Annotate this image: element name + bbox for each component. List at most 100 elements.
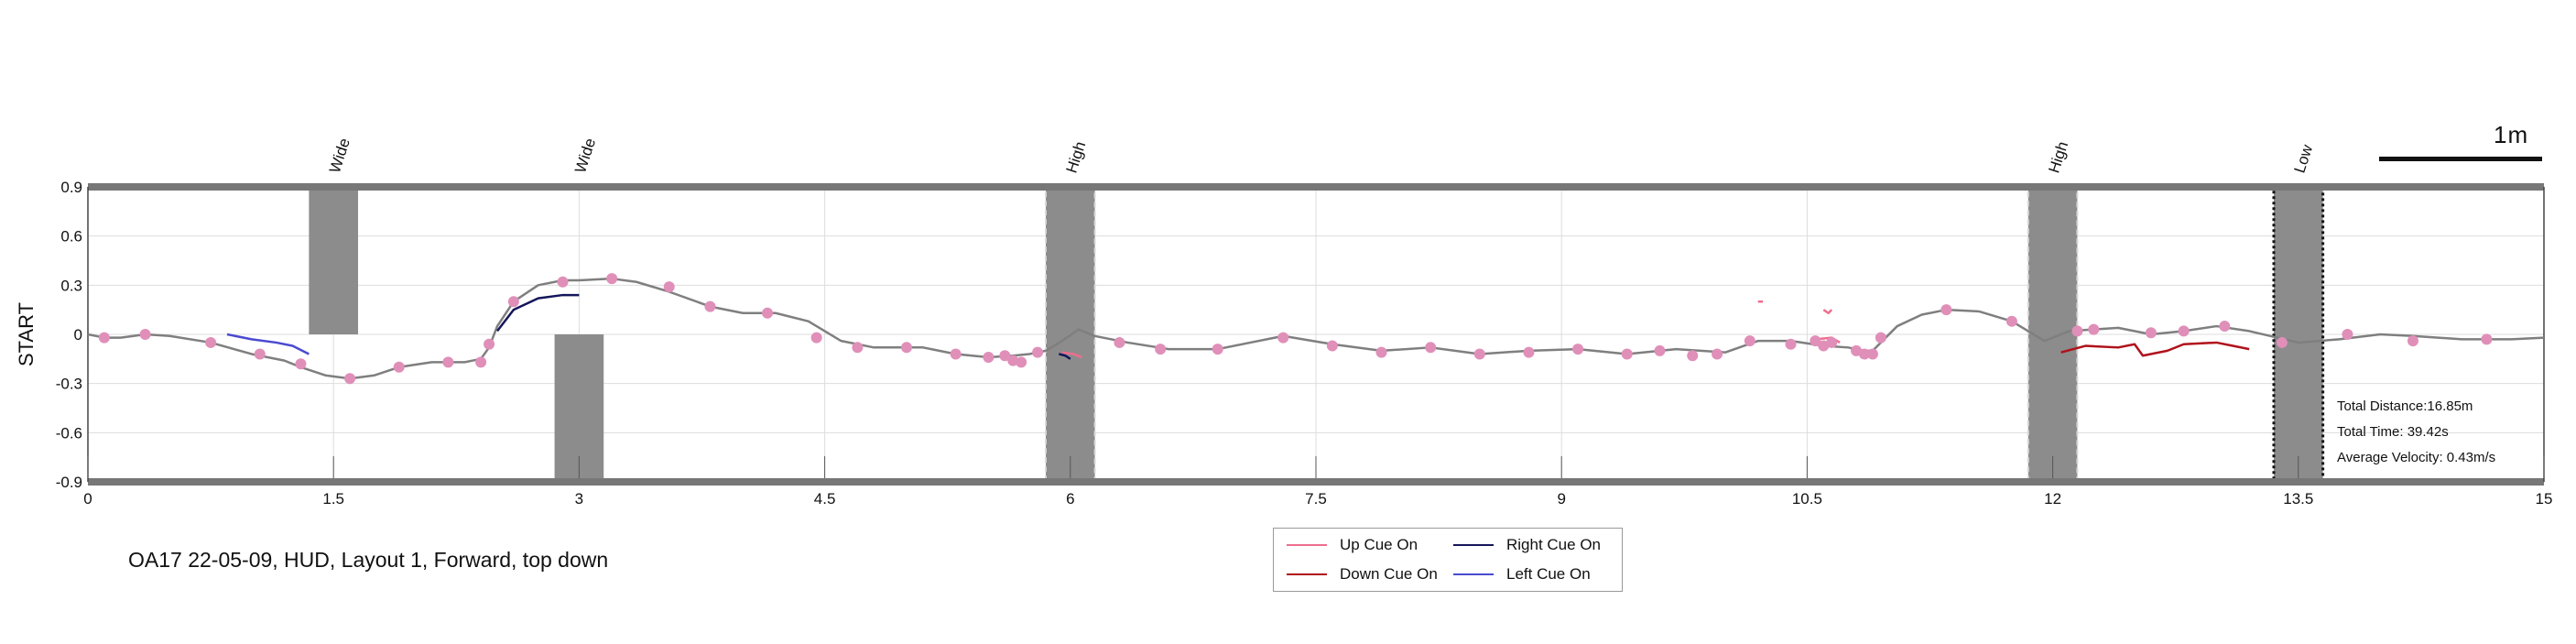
marker-point [1654,344,1666,356]
legend-label: Up Cue On [1340,536,1418,553]
cue-line [1822,309,1833,314]
average-velocity: Average Velocity: 0.43m/s [2337,450,2496,465]
x-tick-label: 3 [575,490,583,508]
marker-point [1785,338,1797,350]
marker-point [344,373,356,385]
y-tick-label: 0 [74,326,82,344]
x-tick-label: 12 [2044,490,2061,508]
marker-point [704,300,716,312]
total-time: Total Time: 39.42s [2337,424,2449,440]
cue-line [2060,341,2250,357]
marker-point [983,352,995,364]
obstacle-label: Wide [571,136,599,176]
legend-swatch [1287,544,1327,546]
marker-point [1858,348,1870,360]
cue-line [496,293,580,333]
y-tick-label: 0.3 [60,277,82,294]
legend-swatch [1453,544,1494,546]
marker-point [1032,346,1044,358]
legend-label: Left Cue On [1506,565,1591,583]
marker-point [475,356,487,368]
marker-point [810,332,822,344]
marker-point [762,307,774,319]
marker-point [2481,333,2493,345]
marker-point [1326,340,1338,352]
marker-point [2005,315,2017,327]
y-tick-label: -0.9 [56,474,82,491]
marker-point [1826,336,1838,348]
marker-point [1016,356,1027,368]
marker-point [442,356,454,368]
x-tick-label: 0 [83,490,92,508]
marker-point [663,281,675,293]
marker-point [484,338,495,350]
chart-caption: OA17 22-05-09, HUD, Layout 1, Forward, t… [128,548,609,572]
legend-entry-left-cue: Left Cue On [1453,565,1591,584]
y-tick-label: 0.6 [60,228,82,246]
cue-line [1061,351,1082,359]
marker-point [1687,350,1699,362]
marker-point [139,329,151,340]
x-tick-label: 7.5 [1305,490,1327,508]
obstacle-label: High [1063,139,1090,175]
x-tick-label: 13.5 [2283,490,2313,508]
obstacle-block [2272,185,2325,484]
marker-point [1473,348,1485,360]
marker-point [254,348,266,360]
marker-point [1212,344,1223,355]
marker-point [557,276,569,288]
marker-point [2276,336,2288,348]
x-tick-label: 1.5 [322,490,344,508]
marker-point [1940,304,1952,316]
marker-point [205,336,217,348]
scale-label: 1m [2494,121,2529,148]
legend-label: Down Cue On [1340,565,1438,583]
plot-frame [87,183,2545,486]
marker-point [950,348,962,360]
marker-point [1375,346,1387,358]
marker-point [1866,348,1878,360]
marker-point [2219,321,2231,333]
marker-point [852,342,864,354]
marker-point [393,361,405,373]
marker-point [295,358,307,370]
obstacle-block [2027,186,2079,483]
marker-point [2407,335,2418,347]
marker-point [901,342,912,354]
marker-point [999,350,1011,362]
cue-line [226,333,310,355]
obstacle-label: Wide [326,136,353,176]
x-tick-label: 4.5 [814,490,836,508]
legend-entry-right-cue: Right Cue On [1453,536,1601,554]
legend: Up Cue On Right Cue On Down Cue On Left … [1273,528,1623,592]
legend-swatch [1287,573,1327,575]
y-axis-label: START [15,302,38,366]
marker-point [1114,336,1125,348]
y-tick-label: -0.3 [56,376,82,393]
x-tick-label: 10.5 [1792,490,1822,508]
marker-point [1155,344,1167,355]
marker-point [2071,325,2083,337]
y-tick-label: -0.6 [56,424,82,442]
ticks: 0 1.5 3 4.5 6 7.5 9 10.5 12 13.5 15 0.9 0.6 0.3 0 -0.3 -… [56,179,2553,508]
marker-point [1425,342,1437,354]
obstacle-block [309,187,359,334]
marker-point [1277,332,1289,344]
obstacle-label: Low [2291,142,2317,175]
marker-point [2145,327,2157,339]
legend-swatch [1453,573,1494,575]
marker-point [2088,323,2100,335]
y-tick-label: 0.9 [60,179,82,196]
legend-entry-down-cue: Down Cue On [1287,565,1438,584]
marker-point [1712,348,1723,360]
obstacle-labels: Wide Wide High High Low [326,136,2317,176]
legend-label: Right Cue On [1506,536,1601,553]
scale-bar [2379,157,2542,161]
marker-point [1523,346,1535,358]
marker-point [1810,335,1821,347]
marker-point [1875,332,1886,344]
grid [87,186,2545,483]
marker-point [606,273,618,285]
obstacle-label: High [2045,139,2071,175]
